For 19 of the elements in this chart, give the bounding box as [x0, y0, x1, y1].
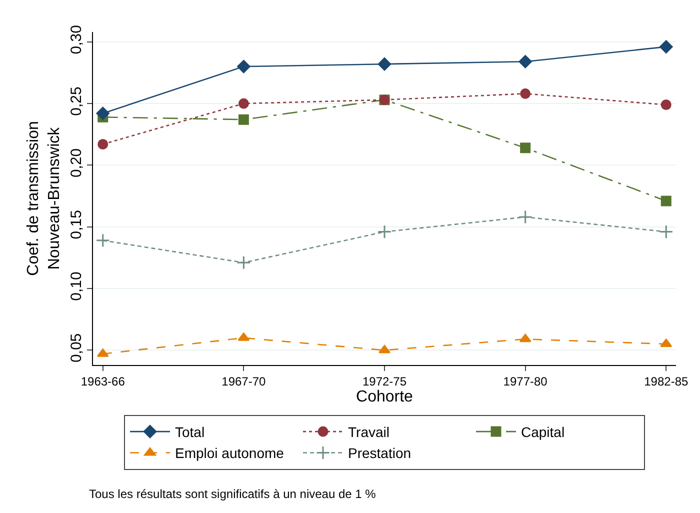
x-tick-label: 1982-85	[644, 374, 688, 388]
y-axis-title: Coef. de transmission Nouveau-Brunswick	[25, 121, 63, 276]
x-axis-title: Cohorte	[356, 388, 414, 406]
text: Tous les résultats sont significatifs à un niveau de 1 %	[89, 487, 376, 501]
y-tick-label: 0,30	[68, 25, 85, 54]
x-tick-label: 1963-66	[80, 374, 126, 388]
legend-label: Total	[175, 424, 205, 440]
legend-label: Capital	[521, 424, 565, 440]
legend-label: Travail	[348, 424, 390, 440]
y-tick-label: 0,25	[68, 86, 85, 116]
y-tick-label: 0,20	[68, 148, 85, 178]
x-tick-label: 1972-75	[362, 374, 407, 388]
legend-label: Prestation	[348, 445, 412, 462]
y-tick-label: 0,15	[68, 210, 85, 240]
y-tick-label: 0,10	[68, 272, 85, 301]
legend-label: Emploi autonome	[175, 445, 284, 462]
y-tick-label: 0,05	[68, 333, 85, 363]
x-tick-label: 1977-80	[503, 374, 548, 388]
x-tick-label: 1967-70	[222, 374, 266, 388]
